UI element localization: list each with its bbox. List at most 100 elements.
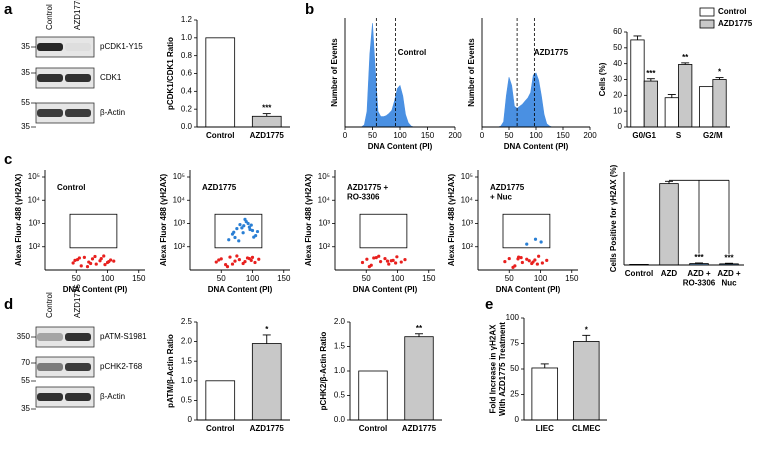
protein-label: pCHK2-T68 [100, 362, 143, 371]
x-axis-label: DNA Content (PI) [368, 142, 433, 151]
y-tick-label: 2.0 [334, 317, 346, 326]
x-tick-label: Control [206, 131, 234, 140]
x-axis-label: DNA Content (PI) [496, 285, 561, 294]
point [246, 221, 250, 226]
significance: *** [646, 69, 656, 78]
legend-label: AZD1775 [718, 19, 753, 28]
y-axis-label: Number of Events [330, 38, 339, 107]
significance: *** [694, 253, 704, 262]
histogram-area [492, 72, 590, 128]
y-tick-label: 2.0 [181, 337, 193, 346]
x-tick-label: AZD1775 [250, 424, 285, 433]
point [102, 254, 106, 258]
blot-band [65, 393, 91, 401]
bar [643, 80, 658, 128]
panel-label: d [4, 296, 13, 313]
y-tick-label: 10 [613, 106, 622, 115]
point [79, 264, 83, 268]
y-tick-label: 0.5 [181, 396, 193, 405]
point [241, 231, 245, 235]
x-tick-label: 150 [565, 274, 579, 283]
lane-label: AZD1775 [73, 0, 82, 30]
bar [699, 86, 714, 128]
y-axis-label: Cells (%) [598, 62, 607, 96]
bar [205, 380, 236, 421]
x-tick-label: 0 [343, 131, 348, 140]
point [537, 254, 541, 258]
significance: ** [682, 53, 689, 62]
point [379, 259, 383, 264]
x-tick-label: 150 [421, 131, 435, 140]
y-tick-label: 0.0 [181, 122, 193, 131]
y-tick-label: 10⁴ [318, 195, 331, 204]
y-tick-label: 50 [613, 43, 622, 52]
point [82, 255, 86, 259]
x-tick-label: Control [625, 269, 653, 278]
point [225, 265, 230, 269]
blot-band [37, 333, 63, 341]
point [520, 260, 524, 265]
x-tick-label: Control [206, 424, 234, 433]
point [527, 259, 531, 263]
x-tick-label: Control [359, 424, 387, 433]
bar [678, 64, 693, 128]
plot-label: Control [398, 48, 426, 57]
point [243, 217, 247, 222]
histogram-area [356, 23, 455, 128]
point [367, 265, 371, 269]
y-tick-label: 1.5 [181, 356, 193, 365]
bar [358, 370, 388, 421]
x-tick-label: 100 [393, 131, 407, 140]
bar [251, 343, 282, 421]
plot-label: AZD1775 [202, 183, 237, 192]
plot-label: + Nuc [490, 193, 513, 202]
point [385, 259, 390, 263]
point [85, 265, 90, 269]
y-tick-label: 10⁵ [28, 172, 40, 181]
y-tick-label: 10² [173, 242, 185, 251]
significance: *** [724, 253, 734, 262]
point [519, 256, 523, 260]
point [545, 258, 549, 262]
point [516, 257, 520, 261]
y-tick-label: 0.5 [334, 391, 346, 400]
x-tick-label: 100 [391, 274, 405, 283]
significance: ** [416, 324, 423, 333]
x-tick-label: 50 [368, 131, 377, 140]
point [525, 257, 529, 261]
y-tick-label: 0.6 [181, 69, 193, 78]
point [540, 261, 544, 265]
bar [572, 341, 600, 421]
y-tick-label: 20 [613, 90, 622, 99]
point [535, 262, 539, 266]
x-tick-label: 100 [246, 274, 260, 283]
x-tick-label: 0 [480, 131, 485, 140]
point [235, 227, 239, 231]
y-tick-label: 30 [613, 75, 622, 84]
mw-marker: 55 [21, 376, 30, 385]
panel-label: e [485, 296, 493, 313]
x-tick-label: 200 [583, 131, 597, 140]
protein-label: β-Actin [100, 392, 125, 401]
legend-swatch [699, 19, 715, 29]
x-tick-label: 100 [534, 274, 548, 283]
y-tick-label: 0.4 [181, 86, 193, 95]
y-axis-label: Alexa Fluor 488 (γH2AX) [304, 173, 313, 266]
point [253, 260, 257, 265]
y-tick-label: 40 [613, 59, 622, 68]
point [403, 258, 407, 262]
y-tick-label: 10² [28, 242, 40, 251]
plot-label: RO-3306 [347, 193, 380, 202]
x-tick-label: LIEC [536, 424, 554, 433]
y-tick-label: 0.8 [181, 51, 193, 60]
point [394, 261, 398, 265]
x-tick-label: AZD + [717, 269, 741, 278]
y-tick-label: 10³ [318, 219, 330, 228]
mw-marker: 35 [21, 42, 30, 51]
lane-label: Control [45, 292, 54, 318]
blot-band [65, 333, 91, 341]
mw-marker: 70 [21, 358, 30, 367]
point [233, 259, 237, 263]
significance: * [585, 325, 589, 334]
